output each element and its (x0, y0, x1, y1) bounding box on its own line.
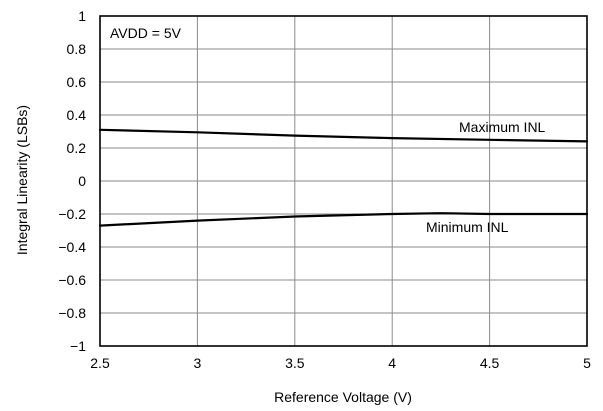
x-tick-label: 5 (583, 355, 591, 371)
series-line-maximum-inl (98, 128, 589, 143)
x-tick-labels: 2.5 3 3.5 4 4.5 5 (90, 355, 591, 371)
series-line-minimum-inl (98, 212, 589, 227)
y-tick-label: 0 (78, 173, 86, 189)
y-tick-label: 1 (78, 8, 86, 24)
x-tick-label: 2.5 (90, 355, 110, 371)
series-label-maximum-inl: Maximum INL (459, 119, 546, 135)
x-axis-title: Reference Voltage (V) (274, 389, 412, 405)
series-label-minimum-inl: Minimum INL (426, 219, 509, 235)
y-tick-label: 0.2 (67, 140, 87, 156)
y-tick-label: −0.6 (58, 272, 86, 288)
plot-frame (99, 15, 588, 347)
y-tick-label: 0.4 (67, 107, 87, 123)
x-tick-label: 4.5 (480, 355, 500, 371)
grid-lines (100, 16, 587, 346)
avdd-annotation: AVDD = 5V (110, 25, 182, 41)
y-tick-label: −0.2 (58, 206, 86, 222)
x-tick-label: 4 (388, 355, 396, 371)
y-tick-label: 0.6 (67, 74, 87, 90)
y-tick-label: −0.4 (58, 239, 86, 255)
y-tick-label: 0.8 (67, 41, 87, 57)
y-tick-label: −1 (70, 338, 86, 354)
x-tick-label: 3.5 (285, 355, 305, 371)
y-tick-label: −0.8 (58, 305, 86, 321)
x-tick-label: 3 (194, 355, 202, 371)
y-axis-title: Integral Linearity (LSBs) (14, 105, 30, 255)
y-tick-labels: 1 0.8 0.6 0.4 0.2 0 −0.2 −0.4 −0.6 −0.8 −1 (58, 8, 86, 354)
series-lines (98, 128, 589, 227)
